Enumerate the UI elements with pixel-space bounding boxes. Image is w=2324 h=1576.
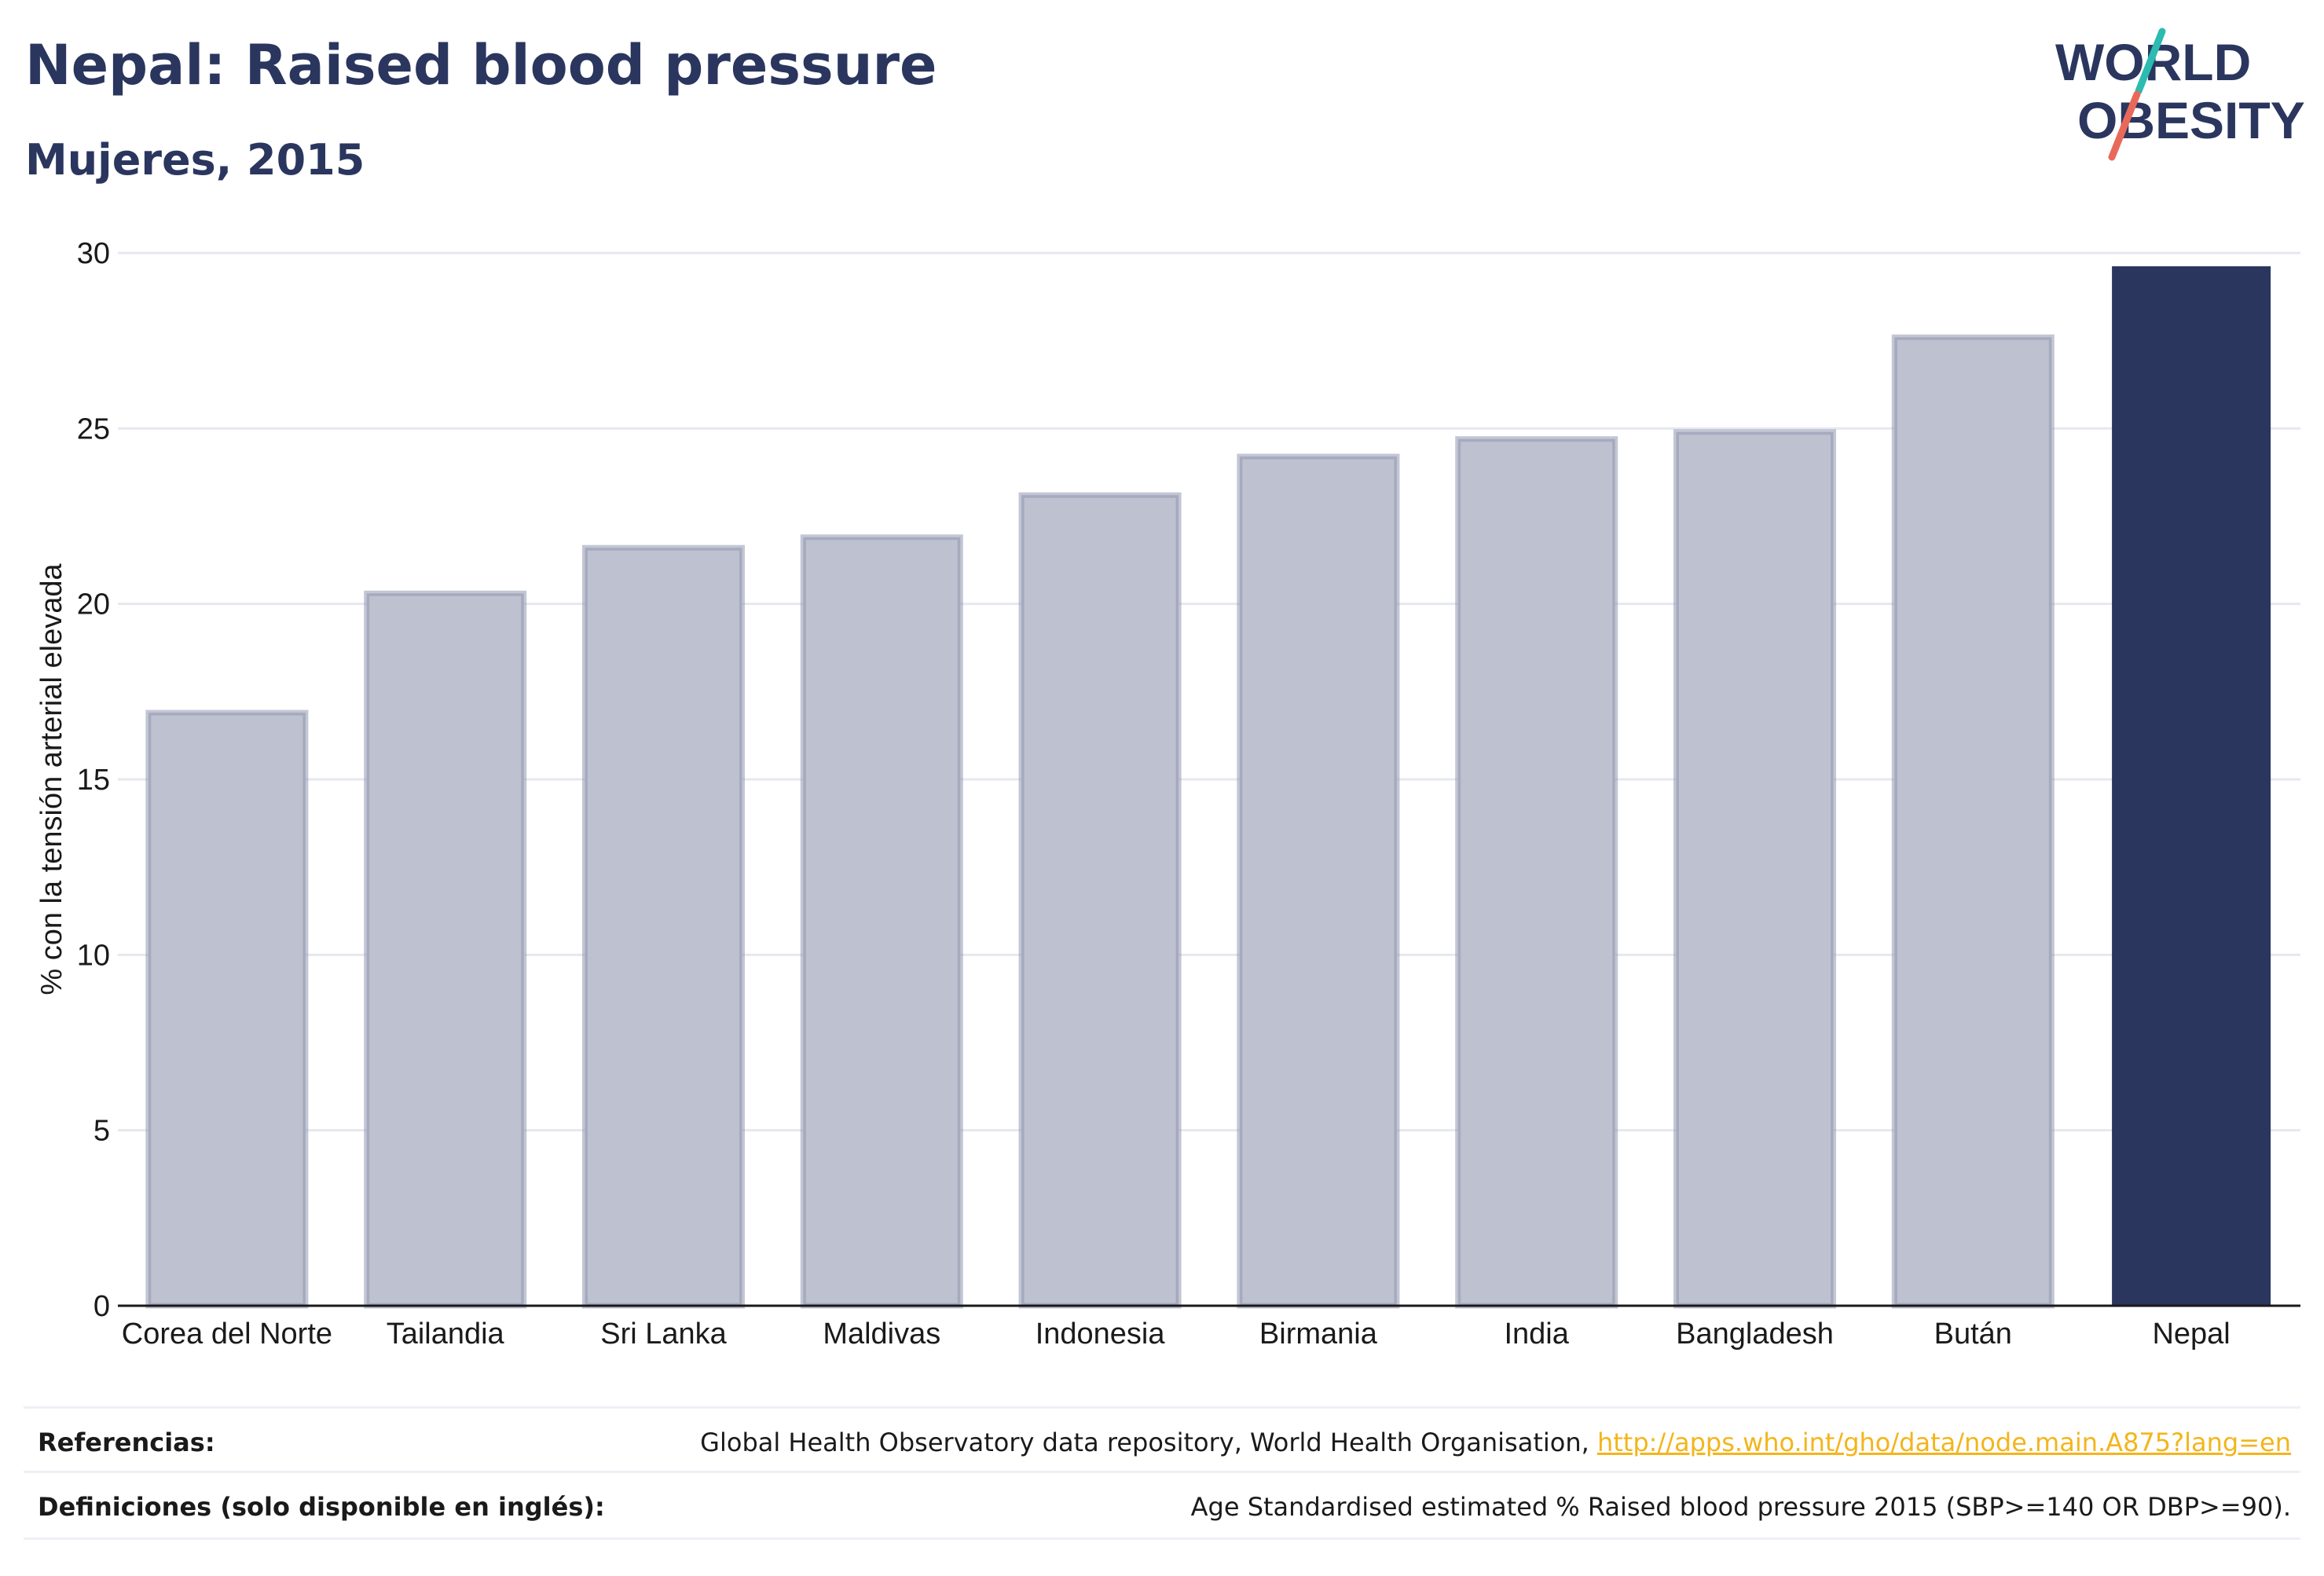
y-tick-label: 30 [77, 237, 110, 270]
bar-indonesia [1018, 492, 1182, 1309]
y-tick-label: 15 [77, 764, 110, 797]
y-tick-label: 10 [77, 939, 110, 972]
bar-bangladesh [1673, 429, 1837, 1309]
x-tick-label: Nepal [2152, 1318, 2230, 1351]
bar-sri-lanka [581, 544, 746, 1309]
x-tick-labels: Corea del Norte Tailandia Sri Lanka Maldiva… [122, 1318, 2231, 1351]
bar-corea-del-norte [145, 709, 309, 1309]
x-tick-label: Tailandia [387, 1318, 505, 1351]
references-value: Global Health Observatory data repositor… [700, 1428, 2291, 1457]
bar-chart: 0 5 10 15 20 25 30 Corea del Norte Tailandia Sri… [35, 237, 2300, 1351]
y-tick-label: 25 [77, 412, 110, 445]
x-tick-label: Sri Lanka [600, 1318, 727, 1351]
x-tick-label: Indonesia [1036, 1318, 1166, 1351]
page-title: Nepal: Raised blood pressure [25, 33, 937, 97]
definitions-text: Age Standardised estimated % Raised bloo… [1190, 1492, 2291, 1522]
bars [145, 266, 2271, 1309]
references-label: Referencias: [38, 1428, 215, 1457]
x-tick-label: Birmania [1259, 1318, 1378, 1351]
bar-tailandia [364, 590, 527, 1309]
x-tick-label: Bangladesh [1676, 1318, 1834, 1351]
bar-birmania [1237, 453, 1400, 1309]
logo-slash-red [2108, 90, 2141, 161]
bar-nepal [2112, 266, 2271, 1307]
definitions-row: Definiciones (solo disponible en inglés)… [24, 1471, 2300, 1540]
logo-slash-teal [2135, 27, 2166, 95]
x-tick-label: India [1504, 1318, 1569, 1351]
x-tick-label: Bután [1934, 1318, 2012, 1351]
references-text: Global Health Observatory data repositor… [700, 1428, 1589, 1457]
x-tick-label: Corea del Norte [122, 1318, 332, 1351]
x-tick-label: Maldivas [823, 1318, 940, 1351]
bar-but-n [1891, 334, 2055, 1309]
bar-maldivas [800, 534, 963, 1309]
page-subtitle: Mujeres, 2015 [25, 135, 365, 185]
bar-india [1455, 436, 1618, 1309]
references-row: Referencias: Global Health Observatory d… [24, 1406, 2300, 1473]
definitions-label: Definiciones (solo disponible en inglés)… [38, 1492, 605, 1522]
y-tick-label: 0 [93, 1290, 110, 1323]
y-tick-labels: 0 5 10 15 20 25 30 [77, 237, 110, 1323]
world-obesity-logo: WORLD OBESITY [2055, 27, 2305, 161]
y-tick-label: 20 [77, 588, 110, 621]
y-tick-label: 5 [93, 1115, 110, 1148]
references-link[interactable]: http://apps.who.int/gho/data/node.main.A… [1596, 1428, 2291, 1457]
y-axis-label: % con la tensión arterial elevada [35, 563, 68, 995]
